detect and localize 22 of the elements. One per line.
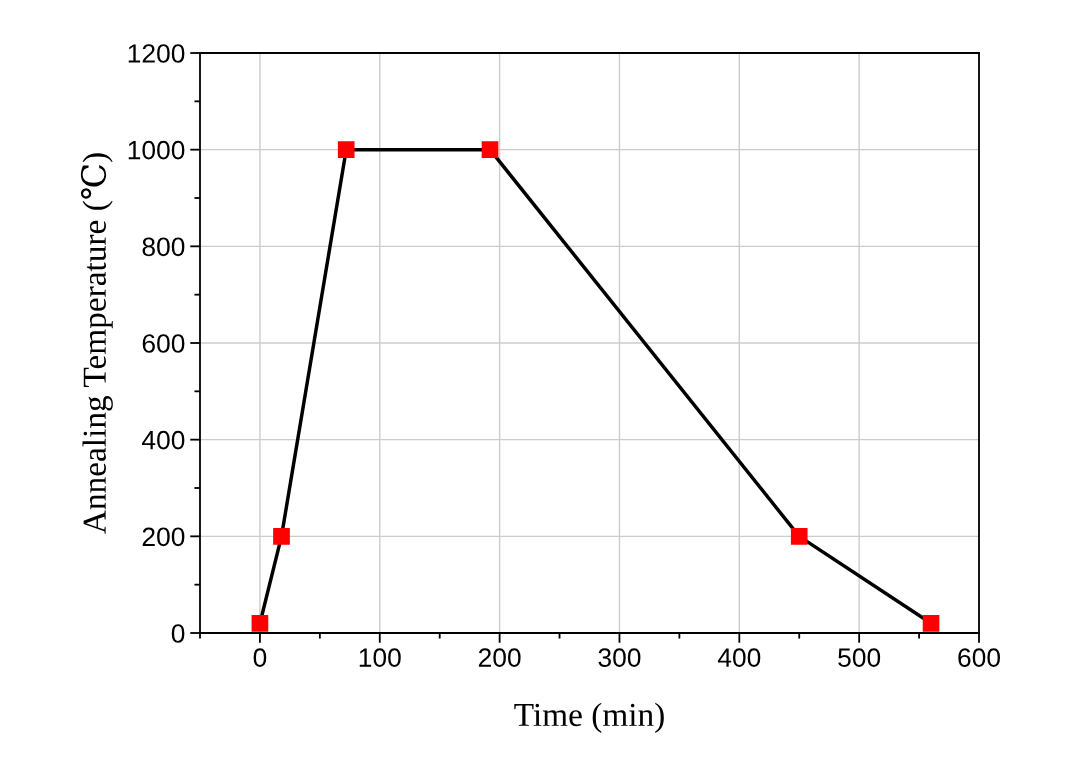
y-tick-label: 400 bbox=[142, 430, 185, 450]
y-tick-label: 800 bbox=[142, 237, 185, 257]
x-tick-label: 400 bbox=[717, 648, 761, 667]
x-tick-label: 500 bbox=[838, 648, 881, 667]
y-tick-label: 1200 bbox=[128, 44, 185, 63]
x-axis-title: Time (min) bbox=[514, 702, 664, 733]
point bbox=[922, 614, 940, 632]
point bbox=[481, 141, 499, 159]
point bbox=[273, 527, 290, 545]
x-tick-label: 300 bbox=[598, 648, 641, 667]
y-tick-label: 600 bbox=[142, 334, 185, 353]
point bbox=[337, 141, 355, 159]
x-tick-label: 0 bbox=[253, 648, 267, 667]
point bbox=[251, 614, 269, 632]
point bbox=[790, 527, 808, 545]
y-tick-label: 1000 bbox=[128, 140, 185, 160]
y-tick-label: 0 bbox=[171, 624, 185, 643]
y-axis-title: Annealing Temperature (℃) bbox=[80, 153, 113, 534]
x-tick-label: 200 bbox=[478, 648, 521, 667]
y-tick-label: 200 bbox=[142, 527, 185, 547]
x-tick-label: 600 bbox=[958, 648, 1000, 667]
x-tick-label: 100 bbox=[359, 648, 401, 667]
